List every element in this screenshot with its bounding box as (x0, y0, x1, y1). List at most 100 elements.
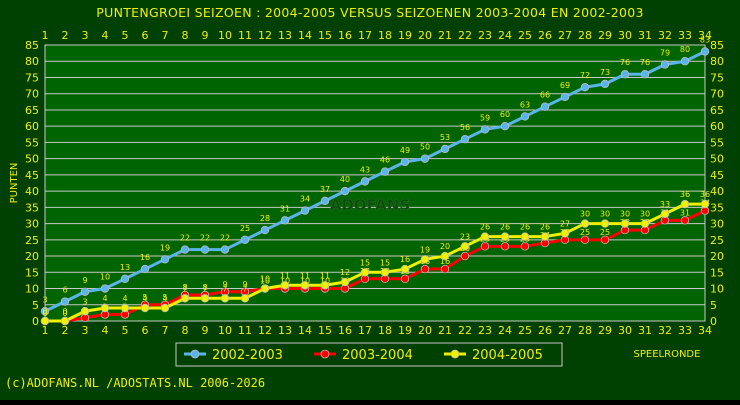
x-tick-label: 2 (62, 324, 69, 337)
data-label: 11 (300, 271, 310, 280)
data-point (320, 196, 330, 206)
data-label: 15 (360, 258, 370, 267)
y-tick-label: 40 (25, 185, 39, 198)
x-tick-label: 27 (558, 324, 572, 337)
data-point (380, 268, 390, 277)
data-point (680, 57, 690, 66)
data-point (660, 60, 670, 69)
y-tick-label-right: 15 (710, 266, 724, 279)
x-tick-label-top: 9 (202, 29, 209, 42)
data-label: 7 (222, 284, 227, 293)
y-tick-label-right: 0 (710, 315, 717, 328)
data-point (120, 303, 130, 313)
data-label: 60 (500, 110, 510, 119)
data-point (200, 245, 210, 254)
data-label: 10 (280, 277, 290, 286)
data-point (680, 216, 690, 225)
x-tick-label-top: 21 (438, 29, 452, 42)
data-point (80, 307, 90, 316)
y-tick-label-right: 30 (710, 218, 724, 231)
x-tick-label-top: 8 (182, 29, 189, 42)
data-label: 25 (240, 224, 250, 233)
x-tick-label: 21 (438, 324, 452, 337)
y-tick-label: 20 (25, 250, 39, 263)
data-label: 27 (560, 219, 570, 228)
data-label: 40 (340, 175, 350, 184)
data-label: 16 (440, 257, 450, 266)
x-tick-label: 10 (218, 324, 232, 337)
legend-label: 2003-2004 (342, 348, 413, 363)
data-label: 83 (700, 35, 710, 44)
data-point (600, 79, 610, 89)
data-point (560, 92, 570, 102)
y-tick-label-right: 50 (710, 153, 724, 166)
data-label: 20 (440, 242, 450, 251)
data-label: 36 (680, 190, 690, 199)
x-tick-label-top: 4 (102, 29, 109, 42)
data-point (640, 219, 650, 228)
data-point (500, 242, 510, 251)
data-point (60, 297, 70, 306)
x-tick-label-top: 5 (122, 29, 129, 42)
y-tick-label-right: 75 (710, 71, 724, 84)
y-tick-label: 60 (25, 120, 39, 133)
data-point (400, 157, 410, 167)
x-tick-label-top: 23 (478, 29, 492, 42)
data-point (360, 177, 370, 186)
data-label: 0 (62, 309, 67, 318)
x-axis-bottom-ticks: 1 2 3 4 5 6 7 8 9 10 11 12 13 14 15 16 17 18 19 20 21 22 23 24 2… (42, 324, 713, 337)
x-tick-label: 32 (658, 324, 672, 337)
data-label: 76 (640, 58, 650, 67)
x-tick-label: 24 (498, 324, 512, 337)
data-label: 4 (142, 294, 147, 303)
data-point (220, 294, 230, 303)
y-tick-label-right: 10 (710, 283, 724, 296)
x-tick-label: 12 (258, 324, 272, 337)
x-tick-label: 25 (518, 324, 532, 337)
x-tick-label: 5 (122, 324, 129, 337)
data-point (80, 287, 90, 296)
data-label: 34 (300, 195, 310, 204)
copyright-footer: (c)ADOFANS.NL /ADOSTATS.NL 2006-2026 (5, 376, 265, 390)
data-label: 10 (260, 275, 270, 284)
x-tick-label: 18 (378, 324, 392, 337)
data-label: 43 (360, 165, 370, 174)
data-point (440, 264, 450, 274)
y-axis-label: PUNTEN (9, 163, 20, 204)
data-point (580, 235, 590, 245)
x-tick-label-top: 3 (82, 29, 89, 42)
data-label: 26 (480, 223, 490, 232)
x-tick-label: 29 (598, 324, 612, 337)
x-tick-label: 28 (578, 324, 592, 337)
x-tick-label-top: 6 (142, 29, 149, 42)
series-line (45, 209, 706, 323)
data-point (220, 245, 230, 254)
series-line (45, 202, 705, 323)
data-label: 10 (260, 277, 270, 286)
x-tick-label-top: 26 (538, 29, 552, 42)
data-label: 30 (620, 210, 630, 219)
data-point (540, 232, 550, 241)
x-tick-label-top: 17 (358, 29, 372, 42)
data-label: 15 (380, 258, 390, 267)
data-point (100, 303, 110, 313)
x-tick-label-top: 11 (238, 29, 252, 42)
data-label: 19 (420, 245, 430, 254)
data-point (600, 219, 610, 228)
y-tick-label: 65 (25, 104, 39, 117)
data-label: 26 (500, 223, 510, 232)
y-tick-label: 85 (25, 39, 39, 52)
y-tick-label-right: 20 (710, 250, 724, 263)
data-label: 80 (680, 45, 690, 54)
y-tick-label-right: 25 (710, 234, 724, 247)
legend-swatch-marker (450, 349, 460, 359)
y-tick-label-right: 85 (710, 39, 724, 52)
x-tick-label-top: 15 (318, 29, 332, 42)
data-label: 76 (620, 58, 630, 67)
data-label: 3 (42, 295, 47, 304)
data-point (320, 281, 330, 290)
data-point (480, 125, 490, 134)
data-point (340, 186, 350, 196)
